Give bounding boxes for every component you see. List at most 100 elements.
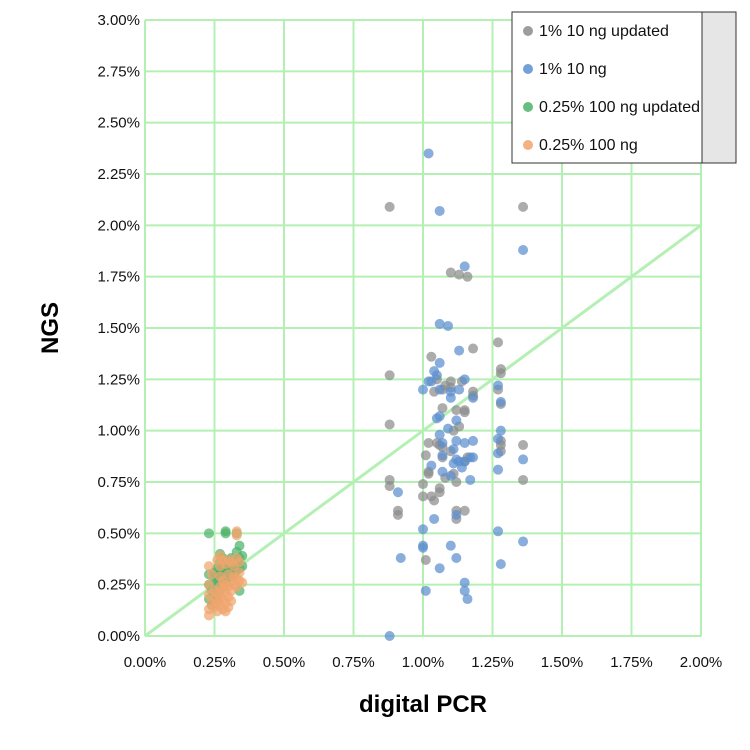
- data-point: [423, 468, 434, 479]
- legend-box: [511, 11, 703, 164]
- data-point: [203, 561, 214, 572]
- data-point: [468, 435, 479, 446]
- data-point: [418, 542, 428, 553]
- data-point: [426, 351, 437, 362]
- data-point: [384, 201, 395, 212]
- legend-marker: [523, 140, 533, 150]
- x-tick-label: 0.50%: [263, 654, 306, 671]
- data-point: [451, 509, 462, 520]
- data-point: [431, 370, 442, 381]
- y-tick-label: 1.00%: [97, 423, 140, 440]
- legend-marker: [523, 26, 533, 36]
- x-tick-label: 2.00%: [680, 654, 723, 671]
- data-point: [384, 631, 395, 641]
- data-point: [437, 437, 448, 448]
- data-point: [392, 509, 403, 520]
- data-point: [234, 540, 245, 551]
- data-point: [384, 419, 395, 430]
- y-tick-label: 2.00%: [97, 217, 140, 234]
- x-tick-label: 1.75%: [610, 654, 653, 671]
- data-point: [395, 552, 406, 563]
- data-point: [437, 450, 448, 461]
- data-point: [443, 423, 454, 434]
- data-point: [459, 577, 470, 588]
- data-point: [434, 487, 445, 498]
- data-point: [495, 368, 506, 379]
- x-tick-label: 0.00%: [124, 654, 167, 671]
- data-point: [420, 450, 431, 461]
- data-point: [203, 528, 214, 539]
- data-point: [459, 407, 470, 418]
- data-point: [454, 384, 465, 395]
- y-tick-labels: 0.00% 0.25% 0.50% 0.75% 1.00% 1.25% 1.50% 1.75%…: [97, 12, 140, 645]
- data-point: [459, 437, 470, 448]
- data-point: [451, 415, 462, 426]
- y-tick-label: 1.50%: [97, 320, 140, 337]
- data-point: [459, 261, 470, 272]
- y-tick-label: 0.25%: [97, 577, 140, 594]
- data-point: [448, 444, 459, 455]
- y-tick-label: 1.25%: [97, 371, 140, 388]
- data-point: [418, 384, 428, 395]
- legend-label: 0.25% 100 ng: [539, 137, 638, 154]
- data-point: [434, 384, 445, 395]
- data-point: [493, 433, 504, 444]
- data-point: [418, 479, 428, 490]
- data-point: [434, 357, 445, 368]
- legend-label: 1% 10 ng: [539, 61, 607, 78]
- series-3: [203, 526, 248, 621]
- data-point: [518, 244, 529, 255]
- data-point: [445, 540, 456, 551]
- y-tick-label: 0.00%: [97, 628, 140, 645]
- x-tick-label: 0.25%: [193, 654, 236, 671]
- y-axis-title: NGS: [37, 302, 64, 354]
- data-point: [423, 148, 434, 159]
- data-point: [495, 396, 506, 407]
- data-point: [493, 337, 504, 348]
- data-point: [206, 569, 217, 580]
- legend-label: 1% 10 ng updated: [539, 23, 669, 40]
- data-point: [203, 610, 214, 621]
- y-tick-label: 1.75%: [97, 269, 140, 286]
- data-point: [445, 470, 456, 481]
- legend-marker: [523, 102, 533, 112]
- series-1: [384, 148, 529, 641]
- data-point: [462, 594, 473, 605]
- data-point: [493, 464, 504, 475]
- data-point: [451, 552, 462, 563]
- x-tick-labels: 0.00% 0.25% 0.50% 0.75% 1.00% 1.25% 1.50% 1.75%…: [124, 654, 723, 671]
- data-point: [518, 474, 529, 485]
- data-point: [220, 528, 231, 539]
- data-point: [384, 370, 395, 381]
- data-point: [518, 454, 529, 465]
- data-point: [493, 380, 504, 391]
- legend: 1% 10 ng updated 1% 10 ng 0.25% 100 ng upd…: [511, 11, 737, 164]
- data-point: [237, 577, 248, 588]
- data-point: [437, 466, 448, 477]
- data-point: [434, 429, 445, 440]
- data-point: [392, 487, 403, 498]
- data-point: [459, 585, 470, 596]
- data-point: [495, 559, 506, 570]
- legend-label: 0.25% 100 ng updated: [539, 99, 700, 116]
- data-points: [203, 148, 529, 641]
- data-point: [418, 491, 428, 502]
- x-tick-label: 0.75%: [332, 654, 375, 671]
- data-point: [454, 345, 465, 356]
- data-point: [468, 452, 479, 463]
- data-point: [493, 526, 504, 537]
- data-point: [462, 271, 473, 282]
- data-point: [468, 392, 479, 403]
- data-point: [451, 405, 462, 416]
- data-point: [384, 481, 395, 492]
- data-point: [445, 392, 456, 403]
- data-point: [437, 403, 448, 414]
- data-point: [443, 320, 454, 331]
- data-point: [518, 440, 529, 451]
- x-tick-label: 1.00%: [402, 654, 445, 671]
- y-tick-label: 0.75%: [97, 474, 140, 491]
- x-tick-label: 1.25%: [471, 654, 514, 671]
- data-point: [495, 425, 506, 436]
- data-point: [459, 505, 470, 516]
- y-tick-label: 2.50%: [97, 115, 140, 132]
